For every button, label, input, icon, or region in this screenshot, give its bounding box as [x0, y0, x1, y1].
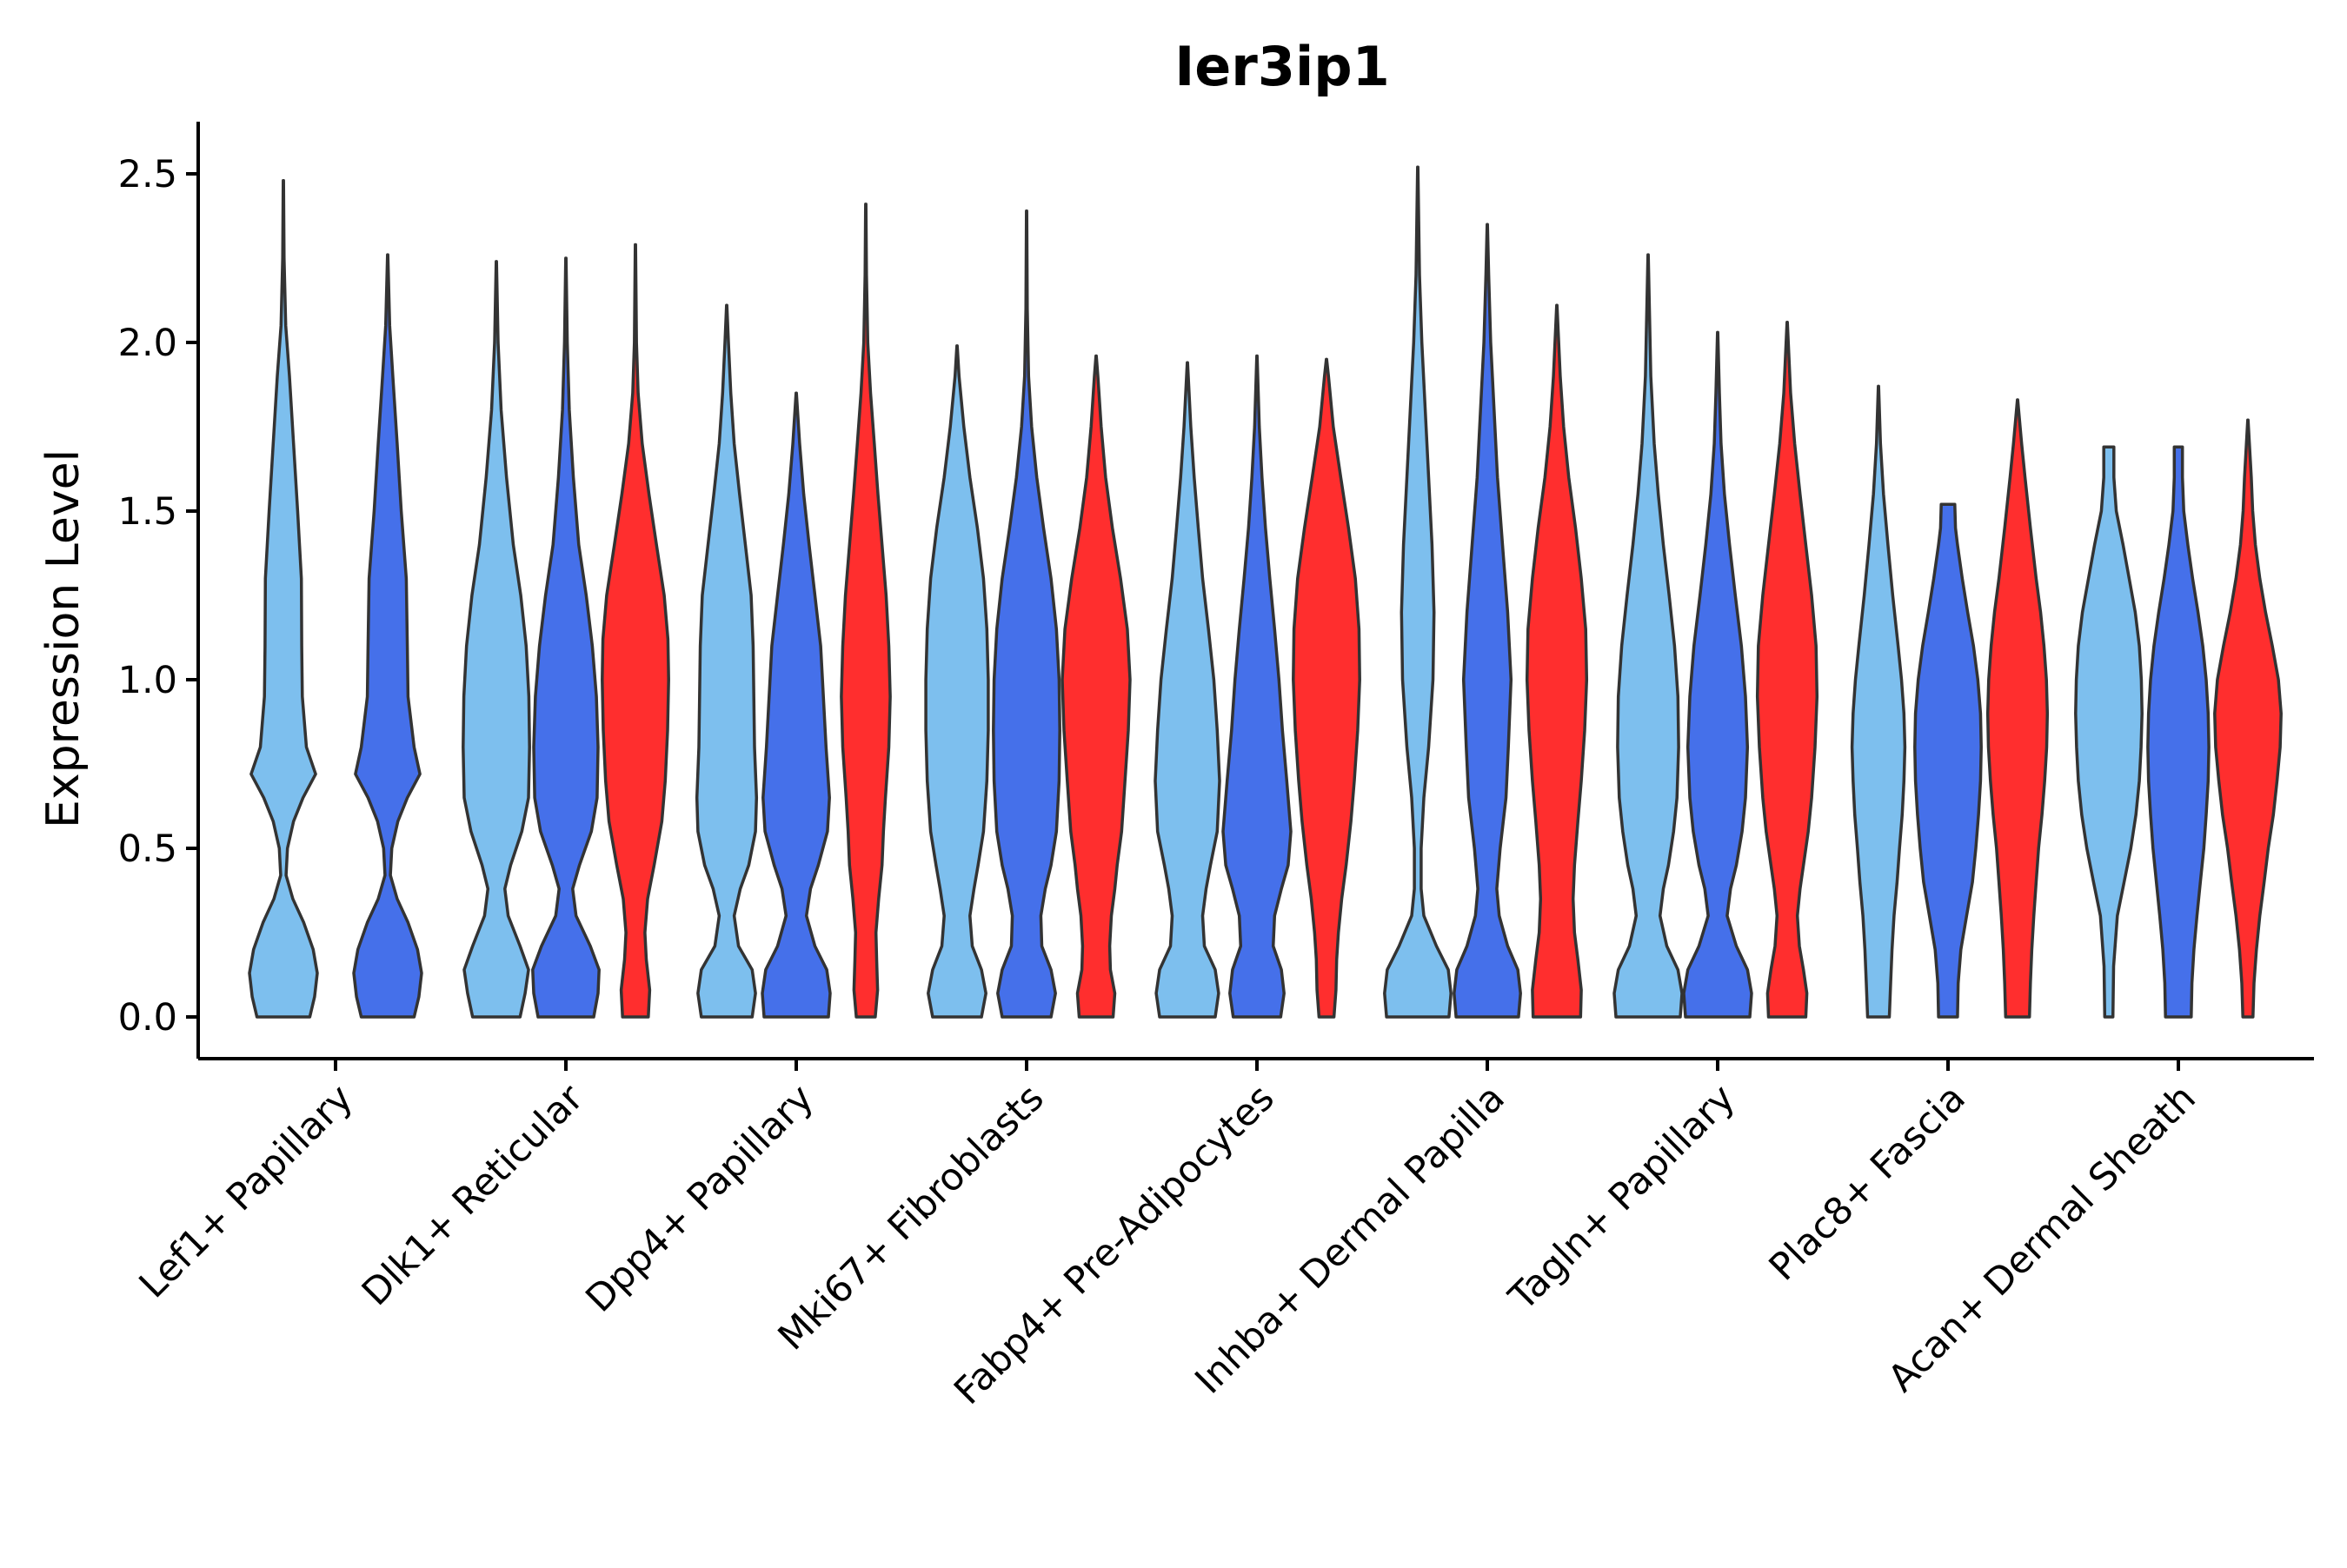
- violin: [924, 344, 990, 1019]
- violin: [2213, 418, 2283, 1019]
- violin: [352, 253, 423, 1019]
- x-tick-label: Dlk1+ Reticular: [354, 1076, 592, 1314]
- violin-group: [462, 243, 670, 1019]
- violin-group: [1154, 354, 1361, 1019]
- violin: [1221, 354, 1293, 1019]
- chart-title: Ier3ip1: [1174, 35, 1390, 98]
- violin-group: [1850, 384, 2050, 1019]
- violin: [992, 209, 1061, 1019]
- violins-layer: [248, 165, 2283, 1019]
- violin: [761, 391, 832, 1019]
- violin: [1612, 253, 1684, 1019]
- y-axis-label: Expression Level: [37, 449, 90, 828]
- x-tick-label: Plac8+ Fascia: [1761, 1076, 1974, 1289]
- violin-group: [1383, 165, 1589, 1019]
- y-tick-label: 1.0: [118, 659, 177, 702]
- y-tick-label: 2.5: [118, 153, 177, 196]
- violin: [695, 303, 759, 1019]
- x-tick-label: Dpp4+ Papillary: [578, 1076, 822, 1320]
- violin: [601, 243, 670, 1019]
- violin: [1850, 384, 1907, 1019]
- y-tick-label: 0.0: [118, 996, 177, 1040]
- violin-group: [2074, 418, 2283, 1019]
- violin: [1755, 320, 1819, 1019]
- x-tick-label: Mki67+ Fibroblasts: [770, 1076, 1053, 1359]
- violin-group: [1612, 253, 1819, 1019]
- violin: [1913, 502, 1983, 1019]
- y-axis: 0.0 0.5 1.0 1.5 2.0 2.5: [118, 122, 200, 1059]
- violin: [462, 260, 531, 1019]
- violin: [248, 179, 319, 1019]
- violin: [840, 203, 892, 1019]
- y-tick-label: 1.5: [118, 490, 177, 534]
- x-tick-label: Tagln+ Papillary: [1500, 1076, 1744, 1319]
- violin: [1292, 357, 1361, 1019]
- y-tick-label: 0.5: [118, 827, 177, 871]
- violin: [1985, 398, 2050, 1019]
- violin-group: [248, 179, 423, 1019]
- x-tick-label: Lef1+ Papillary: [131, 1076, 362, 1306]
- y-tick-label: 2.0: [118, 322, 177, 365]
- violin: [2146, 445, 2211, 1019]
- violin: [1154, 361, 1221, 1019]
- violin-group: [924, 209, 1132, 1019]
- violin: [1682, 330, 1753, 1019]
- violin: [1060, 354, 1132, 1019]
- violin: [531, 256, 601, 1019]
- violin: [1453, 223, 1522, 1019]
- violin-group: [695, 203, 892, 1019]
- violin: [1383, 165, 1453, 1019]
- violin: [2074, 445, 2144, 1019]
- violin: [1525, 303, 1589, 1019]
